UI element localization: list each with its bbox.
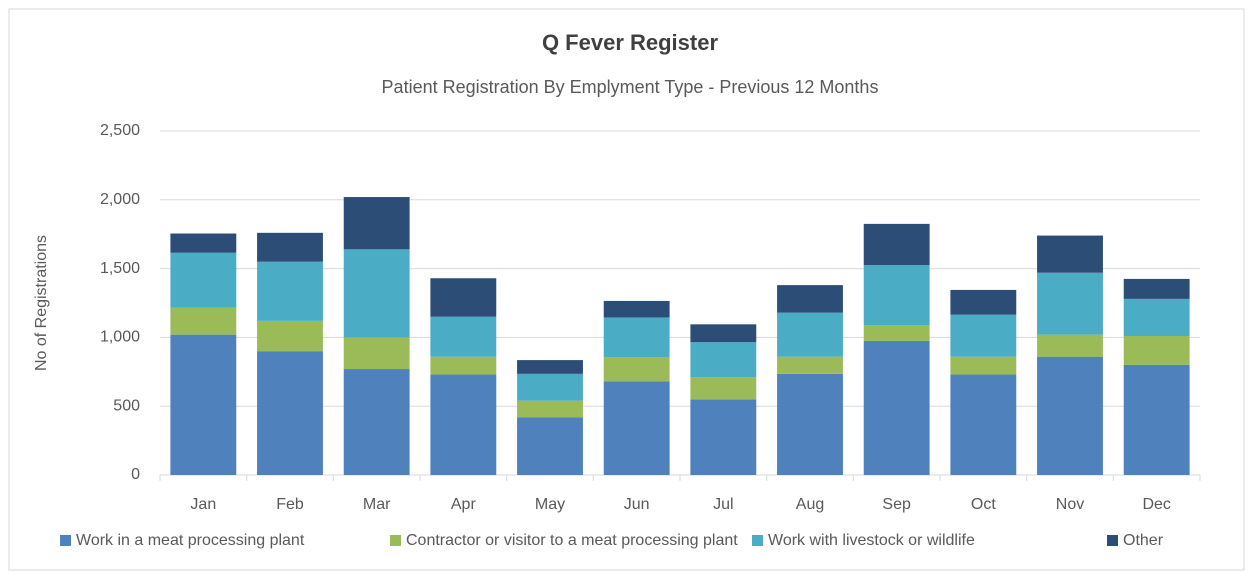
bar-segment: [517, 360, 583, 374]
bar-segment: [1037, 272, 1103, 335]
bar-segment: [517, 400, 583, 418]
y-tick-label: 0: [131, 466, 140, 483]
x-tick-label: Apr: [451, 496, 477, 513]
bar-segment: [1123, 364, 1190, 475]
x-tick-label: Jan: [190, 496, 216, 513]
bar-segment: [1037, 356, 1103, 475]
bar-segment: [170, 252, 237, 308]
bar-segment: [690, 377, 757, 400]
x-tick-label: Oct: [971, 496, 996, 513]
bar-segment: [863, 265, 930, 326]
y-tick-label: 2,500: [100, 122, 140, 139]
legend-swatch: [390, 535, 401, 546]
bar-segment: [603, 317, 670, 358]
bar-segment: [603, 357, 670, 382]
bar-segment: [170, 334, 237, 475]
bar-segment: [863, 340, 930, 475]
bar-segment: [517, 417, 583, 475]
legend-swatch: [60, 535, 71, 546]
legend-swatch: [752, 535, 763, 546]
bar-segment: [690, 342, 757, 378]
y-axis-label: No of Registrations: [33, 235, 50, 371]
bar-segment: [603, 300, 670, 318]
x-tick-label: Aug: [796, 496, 824, 513]
x-tick-label: Dec: [1142, 496, 1170, 513]
bar-segment: [690, 324, 757, 343]
bar-segment: [343, 369, 410, 475]
x-tick-label: Jul: [713, 496, 733, 513]
bar-segment: [257, 232, 323, 262]
bar-segment: [603, 381, 670, 475]
bar-segment: [430, 316, 497, 357]
bar-segment: [430, 278, 497, 317]
y-tick-label: 500: [113, 397, 140, 414]
bar-segment: [430, 356, 497, 375]
x-tick-label: Mar: [363, 496, 391, 513]
legend-label: Other: [1123, 532, 1164, 549]
bar-segment: [777, 312, 843, 357]
bar-segment: [343, 197, 410, 250]
bar-segment: [863, 325, 930, 341]
bar-segment: [1037, 235, 1103, 273]
bar-segment: [950, 314, 1017, 357]
bar-segment: [1123, 278, 1190, 299]
bar-segment: [517, 373, 583, 401]
bar-segment: [950, 356, 1017, 375]
chart-subtitle: Patient Registration By Emplyment Type -…: [382, 77, 879, 97]
bar-segment: [430, 374, 497, 475]
bar-segment: [863, 223, 930, 266]
bar-segment: [950, 374, 1017, 475]
bar-segment: [777, 373, 843, 475]
bar-segment: [257, 261, 323, 321]
chart-title: Q Fever Register: [542, 30, 719, 55]
bar-segment: [1037, 334, 1103, 357]
legend-swatch: [1107, 535, 1118, 546]
bar-segment: [777, 356, 843, 374]
legend-label: Contractor or visitor to a meat processi…: [406, 532, 738, 549]
bar-segment: [950, 289, 1017, 315]
bar-segment: [170, 233, 237, 253]
x-tick-label: Sep: [882, 496, 911, 513]
x-tick-label: Nov: [1056, 496, 1084, 513]
y-tick-label: 1,000: [100, 329, 140, 346]
bar-segment: [343, 249, 410, 338]
bar-segment: [1123, 336, 1190, 365]
legend-label: Work with livestock or wildlife: [768, 532, 975, 549]
y-tick-label: 2,000: [100, 191, 140, 208]
x-tick-label: Feb: [276, 496, 304, 513]
y-tick-label: 1,500: [100, 260, 140, 277]
bar-segment: [257, 351, 323, 475]
bar-segment: [257, 320, 323, 352]
x-tick-label: Jun: [624, 496, 650, 513]
bar-segment: [343, 337, 410, 370]
bar-segment: [1123, 298, 1190, 337]
x-tick-label: May: [535, 496, 565, 513]
bar-segment: [690, 399, 757, 475]
legend-label: Work in a meat processing plant: [76, 532, 305, 549]
bar-segment: [777, 285, 843, 313]
bar-segment: [170, 307, 237, 335]
